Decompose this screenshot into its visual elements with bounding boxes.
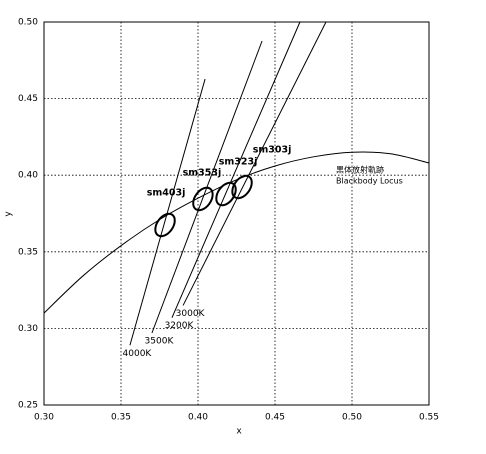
- isotherm-label: 4000K: [123, 349, 153, 359]
- isotherm-line: [129, 78, 206, 346]
- plot-frame: [43, 21, 430, 406]
- isotherm-line: [182, 21, 327, 306]
- x-tick-label: 0.40: [188, 413, 208, 423]
- isotherm-label: 3000K: [176, 309, 206, 319]
- x-tick-label: 0.45: [265, 413, 285, 423]
- isotherm-label: 3500K: [145, 336, 175, 346]
- x-tick-label: 0.30: [34, 413, 54, 423]
- y-axis-label: y: [4, 211, 14, 217]
- ellipse-label: sm353j: [183, 167, 222, 178]
- isotherm-line: [171, 21, 301, 318]
- locus-label-en: Blackbody Locus: [336, 177, 403, 186]
- ellipse: [154, 212, 176, 238]
- x-tick-label: 0.35: [111, 413, 131, 423]
- ellipse: [215, 181, 237, 207]
- y-tick-label: 0.40: [18, 171, 38, 181]
- ellipse: [192, 186, 214, 212]
- x-tick-label: 0.55: [419, 413, 439, 423]
- y-tick-label: 0.25: [18, 401, 38, 411]
- ellipse-label: sm303j: [253, 144, 292, 155]
- y-tick-label: 0.45: [18, 94, 38, 104]
- ellipse-label: sm323j: [219, 157, 258, 168]
- ellipse-label: sm403j: [147, 187, 186, 198]
- x-tick-label: 0.50: [342, 413, 362, 423]
- ellipse: [231, 174, 253, 200]
- x-axis-label: x: [236, 427, 242, 437]
- y-tick-label: 0.30: [18, 324, 38, 334]
- locus-label: 黒体放射軌跡: [336, 165, 384, 175]
- y-tick-label: 0.50: [18, 18, 38, 28]
- y-tick-label: 0.35: [18, 247, 38, 257]
- isotherm-label: 3200K: [165, 321, 195, 331]
